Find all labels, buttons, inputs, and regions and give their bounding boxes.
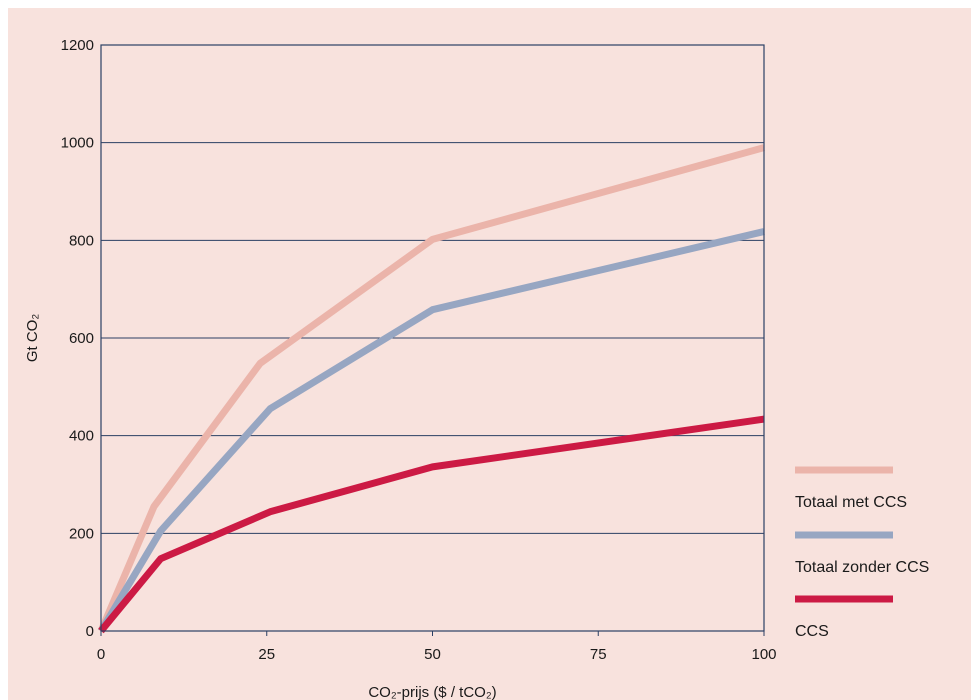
gridlines (101, 142, 764, 534)
x-tick-label: 75 (590, 646, 607, 663)
x-axis-ticks: 0 25 50 75 100 (97, 631, 777, 663)
y-tick-label: 0 (86, 623, 94, 640)
x-tick-label: 0 (97, 646, 105, 663)
legend-label: Totaal zonder CCS (795, 559, 929, 576)
y-tick-label: 1000 (61, 135, 94, 152)
x-tick-label: 25 (258, 646, 275, 663)
legend: Totaal met CCS Totaal zonder CCS CCS (795, 466, 929, 640)
legend-label: Totaal met CCS (795, 494, 907, 511)
series-line (98, 415, 765, 634)
series-line (97, 228, 765, 633)
y-tick-label: 800 (69, 232, 94, 249)
x-tick-label: 100 (751, 646, 776, 663)
y-axis-ticks: 0 200 400 600 800 1000 1200 (61, 37, 94, 640)
x-tick-label: 50 (424, 646, 441, 663)
x-axis-label: CO₂-prijs ($ / tCO₂) (368, 684, 496, 700)
y-tick-label: 1200 (61, 37, 94, 54)
y-tick-label: 400 (69, 428, 94, 445)
series-line (97, 144, 765, 633)
chart-frame (8, 8, 971, 700)
y-axis-label: Gt CO₂ (24, 314, 41, 363)
y-tick-label: 600 (69, 330, 94, 347)
y-tick-label: 200 (69, 525, 94, 542)
series-lines (97, 144, 765, 634)
legend-label: CCS (795, 623, 829, 640)
